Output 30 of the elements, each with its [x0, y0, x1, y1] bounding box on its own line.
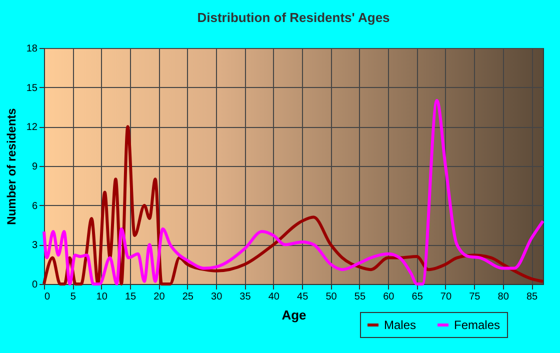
- x-tick-label: 55: [354, 292, 366, 302]
- y-axis-title: Number of residents: [4, 108, 18, 225]
- y-tick-label: 12: [26, 122, 38, 134]
- x-tick-label: 10: [96, 292, 108, 302]
- chart-title: Distribution of Residents' Ages: [197, 10, 390, 25]
- legend-label: Females: [454, 318, 500, 332]
- y-tick-label: 3: [32, 240, 38, 252]
- x-tick-label: 75: [469, 292, 481, 302]
- x-tick-label: 85: [526, 292, 538, 302]
- x-tick-label: 65: [412, 292, 424, 302]
- x-tick-label: 80: [498, 292, 510, 302]
- y-tick-label: 6: [32, 200, 38, 212]
- x-tick-label: 60: [383, 292, 395, 302]
- y-tick-label: 9: [32, 162, 38, 172]
- y-tick-label: 15: [26, 82, 38, 94]
- x-tick-label: 45: [297, 292, 309, 302]
- y-tick-label: 18: [26, 44, 38, 54]
- x-tick-label: 40: [268, 292, 280, 302]
- x-tick-label: 15: [124, 292, 137, 302]
- x-tick-label: 30: [211, 292, 223, 302]
- x-tick-label: 70: [440, 292, 452, 302]
- x-tick-label: 50: [326, 292, 338, 302]
- x-tick-label: 0: [44, 292, 50, 302]
- legend-label: Males: [384, 318, 416, 332]
- x-tick-label: 35: [240, 292, 252, 302]
- x-axis-title: Age: [282, 308, 306, 322]
- x-tick-label: 25: [182, 292, 194, 302]
- x-tick-label: 5: [70, 292, 76, 302]
- x-tick-label: 20: [154, 292, 166, 302]
- y-tick-label: 0: [32, 280, 38, 290]
